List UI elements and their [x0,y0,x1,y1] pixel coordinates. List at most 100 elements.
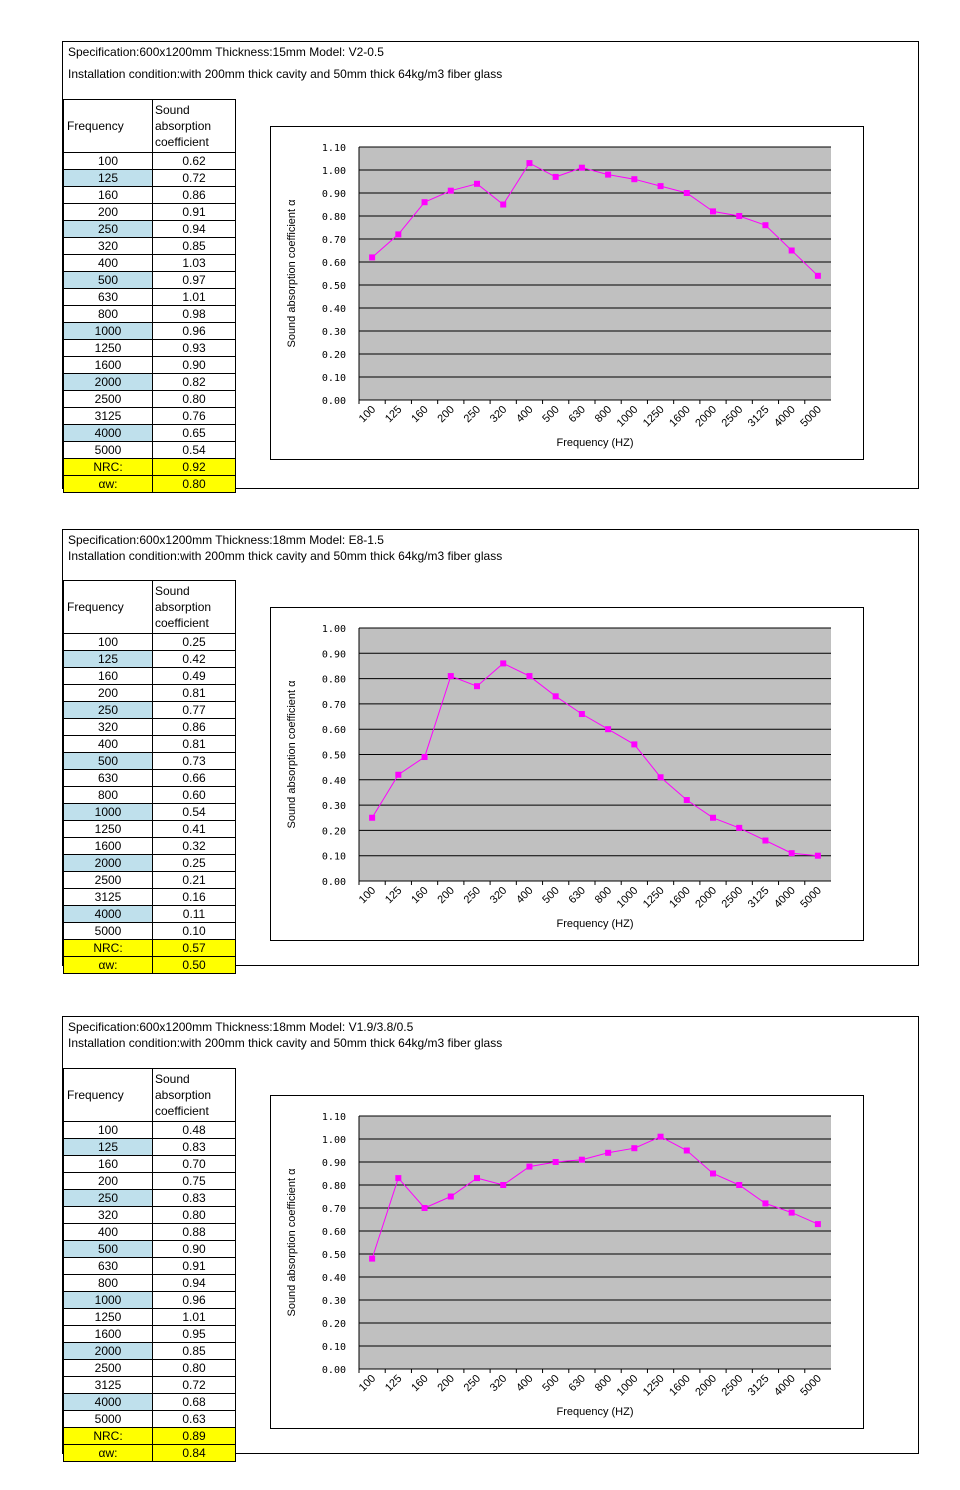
x-tick-label: 200 [435,404,456,425]
x-tick-label: 500 [540,1373,561,1394]
x-tick-label: 4000 [772,1373,798,1399]
x-tick-label: 2000 [693,1373,719,1399]
table-row: 1250 0.93 [63,339,236,357]
data-point [447,1193,454,1200]
table-row: 3125 0.76 [63,407,236,425]
table-row: 1250 1.01 [63,1308,236,1326]
data-point [395,771,402,778]
data-point [631,176,638,183]
line-chart: 0.00 0.10 0.20 0.30 0.40 0.50 0.60 0.70 0.80 0.90… [286,143,831,449]
coefficient-cell: 0.62 [152,152,236,170]
x-tick-label: 2500 [720,404,746,430]
data-point [631,1145,638,1152]
coefficient-cell: 0.81 [152,735,236,753]
frequency-cell: 800 [63,1274,153,1292]
data-point [526,1163,533,1170]
x-tick-label: 630 [567,885,588,906]
table-row: 2500 0.80 [63,390,236,408]
data-point [710,1170,716,1177]
table-row: 500 0.97 [63,271,236,289]
data-point [500,660,507,667]
x-tick-label: 3125 [746,404,772,430]
data-point [657,183,664,190]
coefficient-header-line: Sound [155,584,190,598]
x-tick-label: 400 [514,885,535,906]
frequency-cell: 100 [63,1121,153,1139]
coefficient-cell: 0.88 [152,1223,236,1241]
coefficient-cell: 0.48 [152,1121,236,1139]
y-tick-label: 0.30 [322,1296,346,1307]
frequency-cell: 1250 [63,339,153,357]
data-point [710,208,716,215]
x-axis-title: Frequency (HZ) [556,918,633,930]
table-row: 2000 0.25 [63,854,236,872]
frequency-cell: 320 [63,1206,153,1224]
frequency-cell: 630 [63,1257,153,1275]
frequency-cell: 1000 [63,1291,153,1309]
table-row: 5000 0.10 [63,922,236,940]
x-tick-label: 200 [435,885,456,906]
table-header-row: Frequency Sound absorption coefficient [63,580,236,634]
table-row: 200 0.91 [63,203,236,221]
frequency-cell: 200 [63,203,153,221]
y-tick-label: 0.00 [322,877,346,888]
x-tick-label: 125 [383,1373,404,1394]
data-point [447,187,454,194]
nrc-value: 0.89 [152,1427,236,1445]
table-row: 4000 0.11 [63,905,236,923]
table-row: 3125 0.16 [63,888,236,906]
aw-row: αw: 0.84 [63,1444,236,1462]
x-tick-label: 125 [383,404,404,425]
x-tick-label: 1600 [667,404,693,430]
frequency-cell: 5000 [63,441,153,459]
coefficient-cell: 0.85 [152,1342,236,1360]
y-tick-label: 0.70 [322,235,346,246]
x-tick-label: 500 [540,404,561,425]
x-tick-label: 160 [409,404,430,425]
coefficient-cell: 0.96 [152,322,236,340]
frequency-cell: 250 [63,220,153,238]
y-tick-label: 0.50 [322,751,346,762]
x-tick-label: 4000 [772,885,798,911]
coefficient-cell: 0.54 [152,803,236,821]
specification-line: Specification:600x1200mm Thickness:15mm … [68,45,384,59]
aw-value: 0.84 [152,1444,236,1462]
table-row: 250 0.77 [63,701,236,719]
specification-line: Specification:600x1200mm Thickness:18mm … [68,533,384,547]
x-tick-label: 250 [462,885,483,906]
table-row: 500 0.73 [63,752,236,770]
coefficient-cell: 0.83 [152,1189,236,1207]
y-tick-label: 0.80 [322,675,346,686]
frequency-cell: 5000 [63,922,153,940]
x-tick-label: 500 [540,885,561,906]
x-tick-label: 125 [383,885,404,906]
coefficient-cell: 0.16 [152,888,236,906]
coefficient-cell: 0.86 [152,718,236,736]
coefficient-header-line: coefficient [155,616,209,630]
data-point [788,850,795,857]
frequency-cell: 125 [63,169,153,187]
coefficient-cell: 0.95 [152,1325,236,1343]
y-tick-label: 0.30 [322,801,346,812]
y-tick-label: 0.30 [322,327,346,338]
coefficient-cell: 0.60 [152,786,236,804]
data-point [500,201,507,208]
data-point [683,1147,690,1154]
frequency-cell: 5000 [63,1410,153,1428]
coefficient-cell: 0.94 [152,1274,236,1292]
absorption-table: Frequency Sound absorption coefficient 100 0.… [63,99,236,493]
x-tick-label: 250 [462,1373,483,1394]
frequency-cell: 400 [63,1223,153,1241]
x-tick-label: 100 [357,1373,378,1394]
x-tick-label: 800 [593,885,614,906]
aw-row: αw: 0.80 [63,475,236,493]
frequency-cell: 3125 [63,1376,153,1394]
y-tick-label: 0.60 [322,1227,346,1238]
nrc-value: 0.92 [152,458,236,476]
table-row: 500 0.90 [63,1240,236,1258]
x-tick-label: 100 [357,885,378,906]
coefficient-cell: 0.41 [152,820,236,838]
coefficient-cell: 0.73 [152,752,236,770]
x-tick-label: 1250 [641,885,667,911]
y-tick-label: 0.00 [322,1365,346,1376]
